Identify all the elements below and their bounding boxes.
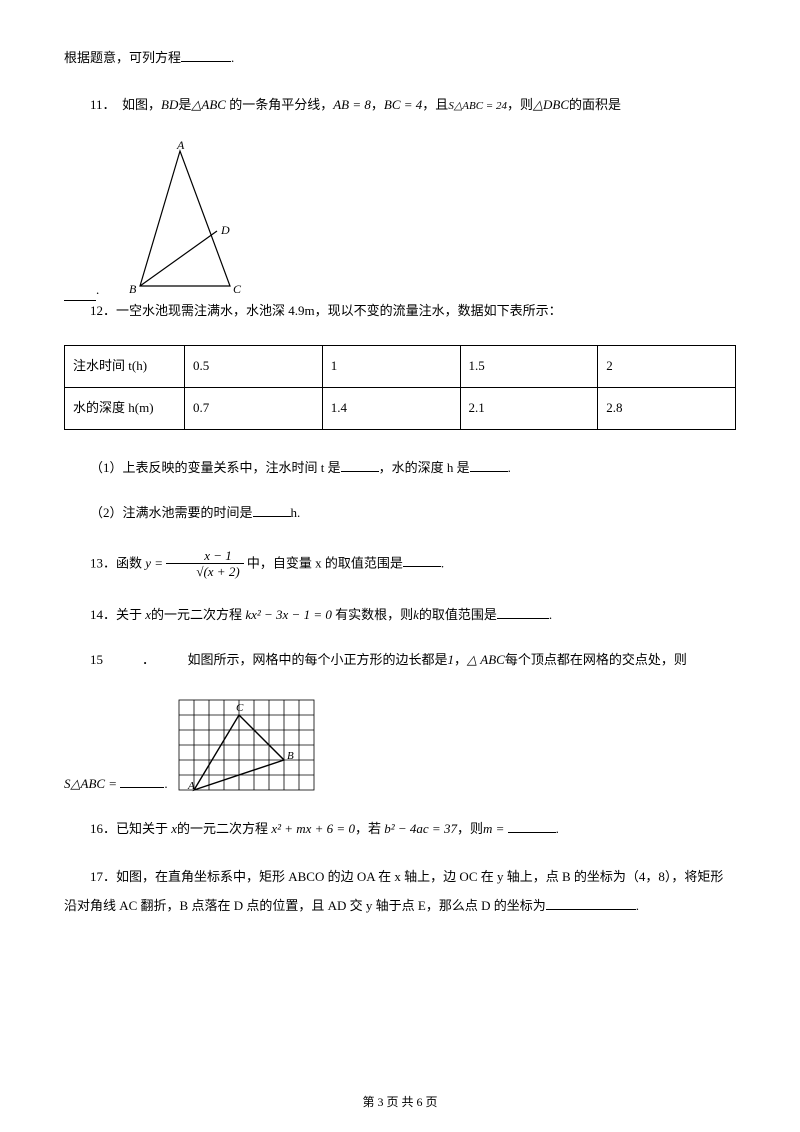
q16d: ，则 bbox=[457, 821, 483, 836]
intro-line: 根据题意，可列方程. bbox=[64, 48, 736, 69]
q11-labelC: C bbox=[233, 282, 242, 296]
q12s1b: ，水的深度 h 是 bbox=[379, 460, 470, 475]
q16m: m = bbox=[483, 821, 508, 836]
q11-text: 11． 如图，BD是△ABC 的一条角平分线，AB = 8，BC = 4，且S△… bbox=[90, 97, 621, 112]
q11-dot0: . bbox=[231, 50, 234, 65]
cell: 2.1 bbox=[460, 388, 598, 430]
q11-num: 11 bbox=[90, 97, 103, 112]
q13-frac: x − 1 √(x + 2) bbox=[166, 548, 243, 581]
blank bbox=[253, 504, 291, 517]
table-row: 水的深度 h(m) 0.7 1.4 2.1 2.8 bbox=[65, 388, 736, 430]
q11-blank bbox=[64, 288, 96, 301]
q16dot: . bbox=[556, 821, 559, 836]
q11-bd: BD bbox=[161, 97, 178, 112]
q15a: 15 ． 如图所示，网格中的每个小正方形的边长都是 bbox=[90, 652, 448, 667]
cell: 0.5 bbox=[185, 346, 323, 388]
q15-line1: 15 ． 如图所示，网格中的每个小正方形的边长都是1，△ ABC每个顶点都在网格… bbox=[64, 650, 736, 671]
q16eq2: b² − 4ac = 37 bbox=[384, 821, 457, 836]
q15-s-text: S△ABC = bbox=[64, 776, 120, 791]
blank bbox=[470, 459, 508, 472]
q12s1a: （1）上表反映的变量关系中，注水时间 t 是 bbox=[90, 460, 341, 475]
q12s2b: h. bbox=[291, 505, 301, 520]
cell: 1.4 bbox=[322, 388, 460, 430]
blank bbox=[403, 554, 441, 567]
q13-y: y = bbox=[145, 555, 166, 570]
q11-t3: 的一条角平分线， bbox=[226, 97, 333, 112]
q11-t5: 的面积是 bbox=[569, 97, 621, 112]
intro-text: 根据题意，可列方程 bbox=[64, 50, 181, 65]
q11-c2: ，且 bbox=[422, 97, 448, 112]
q14d: 的取值范围是 bbox=[419, 607, 497, 622]
q14c: 有实数根，则 bbox=[335, 607, 413, 622]
q15tri: △ ABC bbox=[467, 652, 505, 667]
q14: 14．关于 x的一元二次方程 kx² − 3x − 1 = 0 有实数根，则k的… bbox=[64, 605, 736, 626]
q11-eq1: AB = 8 bbox=[333, 97, 371, 112]
blank bbox=[546, 897, 636, 910]
cell: 2 bbox=[598, 346, 736, 388]
q11-eq3: S△ABC = 24 bbox=[448, 100, 507, 112]
q11-dbc: △DBC bbox=[533, 97, 569, 112]
page-footer: 第 3 页 共 6 页 bbox=[0, 1093, 800, 1112]
q16: 16．已知关于 x的一元二次方程 x² + mx + 6 = 0，若 b² − … bbox=[64, 819, 736, 840]
q15dot: . bbox=[164, 776, 167, 791]
q13-den: √(x + 2) bbox=[166, 564, 243, 581]
q12-table: 注水时间 t(h) 0.5 1 1.5 2 水的深度 h(m) 0.7 1.4 … bbox=[64, 345, 736, 430]
q15-line2: S△ABC = . A B C bbox=[64, 695, 736, 795]
q11-t2: 是 bbox=[178, 97, 191, 112]
q11-figure-row: . A B C D bbox=[64, 141, 736, 301]
cell: 水的深度 h(m) bbox=[65, 388, 185, 430]
q11-t4: ，则 bbox=[507, 97, 533, 112]
q16eq1: x² + mx + 6 = 0 bbox=[271, 821, 355, 836]
q15-grid-svg: A B C bbox=[174, 695, 319, 795]
q11-labelB: B bbox=[129, 282, 137, 296]
q11-labelD: D bbox=[220, 223, 230, 237]
q16b: 的一元二次方程 bbox=[177, 821, 268, 836]
intro-blank bbox=[181, 49, 231, 62]
q15b: ， bbox=[454, 652, 467, 667]
cell: 0.7 bbox=[185, 388, 323, 430]
q14eq: kx² − 3x − 1 = 0 bbox=[245, 607, 332, 622]
q16c: ，若 bbox=[355, 821, 381, 836]
q11-labelA: A bbox=[176, 141, 185, 152]
cell: 1.5 bbox=[460, 346, 598, 388]
q11-t1: ． 如图， bbox=[103, 97, 162, 112]
q12-text: 12．一空水池现需注满水，水池深 4.9m，现以不变的流量注水，数据如下表所示： bbox=[90, 303, 562, 318]
blank bbox=[341, 459, 379, 472]
q12-line: 12．一空水池现需注满水，水池深 4.9m，现以不变的流量注水，数据如下表所示： bbox=[64, 301, 736, 322]
q11-dot: . bbox=[96, 280, 99, 301]
q14b: 的一元二次方程 bbox=[151, 607, 242, 622]
q11-eq2: BC = 4 bbox=[384, 97, 422, 112]
q14dot: . bbox=[549, 607, 552, 622]
q15-lA: A bbox=[187, 780, 195, 792]
cell: 1 bbox=[322, 346, 460, 388]
q12s2a: （2）注满水池需要的时间是 bbox=[90, 505, 253, 520]
q13-num: x − 1 bbox=[166, 548, 243, 565]
q11-abc: △ABC bbox=[191, 97, 226, 112]
q13-pre: 13．函数 bbox=[90, 555, 145, 570]
blank bbox=[508, 820, 556, 833]
q14a: 14．关于 bbox=[90, 607, 145, 622]
q17: 17．如图，在直角坐标系中，矩形 ABCO 的边 OA 在 x 轴上，边 OC … bbox=[64, 863, 736, 920]
q16a: 16．已知关于 bbox=[90, 821, 171, 836]
q11: 11． 如图，BD是△ABC 的一条角平分线，AB = 8，BC = 4，且S△… bbox=[64, 93, 736, 117]
q11-triangle-svg: A B C D bbox=[125, 141, 255, 301]
cell: 2.8 bbox=[598, 388, 736, 430]
q12s1c: . bbox=[508, 460, 511, 475]
table-row: 注水时间 t(h) 0.5 1 1.5 2 bbox=[65, 346, 736, 388]
q17dot: . bbox=[636, 898, 639, 913]
q15-lC: C bbox=[236, 702, 244, 714]
q12-sub2: （2）注满水池需要的时间是 h. bbox=[64, 503, 736, 524]
q13-post: 中，自变量 x 的取值范围是 bbox=[247, 555, 403, 570]
q15c: 每个顶点都在网格的交点处，则 bbox=[505, 652, 687, 667]
blank bbox=[120, 775, 164, 788]
q13: 13．函数 y = x − 1 √(x + 2) 中，自变量 x 的取值范围是. bbox=[64, 548, 736, 581]
q13-dot: . bbox=[441, 555, 444, 570]
q12-sub1: （1）上表反映的变量关系中，注水时间 t 是 ，水的深度 h 是. bbox=[64, 458, 736, 479]
blank bbox=[497, 606, 549, 619]
q15-lB: B bbox=[287, 750, 294, 762]
cell: 注水时间 t(h) bbox=[65, 346, 185, 388]
q15-s: S△ABC = . bbox=[64, 774, 168, 795]
q11-c1: ， bbox=[371, 97, 384, 112]
